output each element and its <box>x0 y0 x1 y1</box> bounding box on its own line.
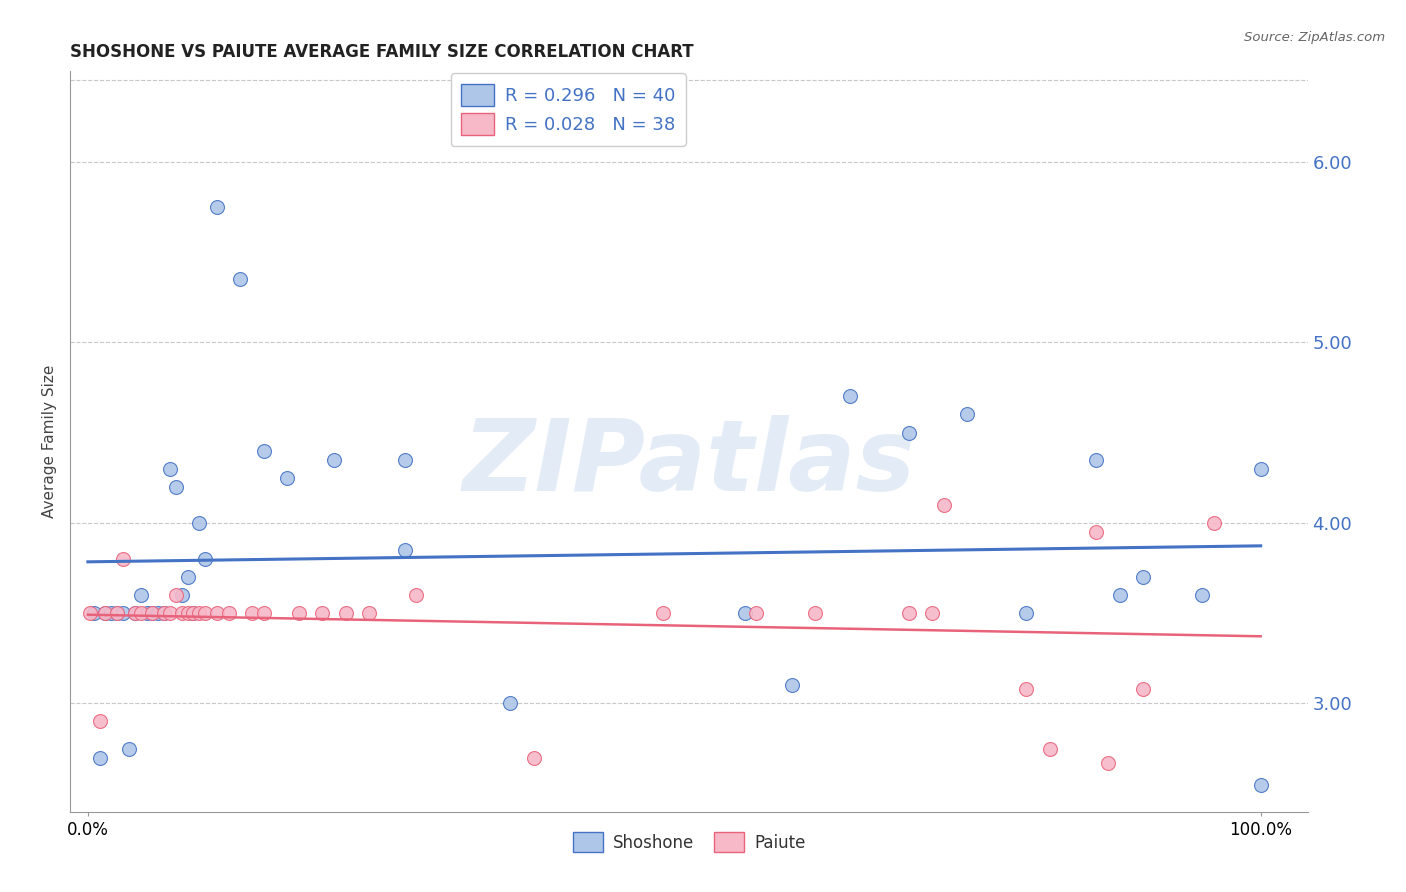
Point <box>897 606 920 620</box>
Point <box>159 461 181 475</box>
Point <box>170 606 193 620</box>
Point <box>176 606 198 620</box>
Point <box>124 606 146 620</box>
Point <box>932 498 955 512</box>
Point <box>804 606 827 620</box>
Point <box>1191 588 1213 602</box>
Point <box>499 697 522 711</box>
Point <box>89 750 111 764</box>
Point <box>83 606 105 620</box>
Point <box>839 389 862 403</box>
Point <box>1015 606 1038 620</box>
Point <box>1015 681 1038 696</box>
Point <box>105 606 128 620</box>
Point <box>1202 516 1225 530</box>
Point <box>1085 452 1108 467</box>
Point <box>921 606 943 620</box>
Point <box>205 606 228 620</box>
Point <box>153 606 176 620</box>
Point <box>405 588 427 602</box>
Point <box>176 570 198 584</box>
Point <box>141 606 163 620</box>
Text: ZIPatlas: ZIPatlas <box>463 416 915 512</box>
Point <box>1097 756 1119 770</box>
Point <box>253 443 276 458</box>
Point <box>129 606 152 620</box>
Legend: Shoshone, Paiute: Shoshone, Paiute <box>567 825 811 859</box>
Point <box>335 606 357 620</box>
Point <box>522 750 544 764</box>
Text: SHOSHONE VS PAIUTE AVERAGE FAMILY SIZE CORRELATION CHART: SHOSHONE VS PAIUTE AVERAGE FAMILY SIZE C… <box>70 44 695 62</box>
Point <box>240 606 263 620</box>
Point <box>148 606 170 620</box>
Point <box>165 588 187 602</box>
Point <box>79 606 101 620</box>
Point <box>112 552 135 566</box>
Text: Source: ZipAtlas.com: Source: ZipAtlas.com <box>1244 31 1385 45</box>
Point <box>734 606 756 620</box>
Point <box>288 606 311 620</box>
Point <box>94 606 117 620</box>
Point <box>194 606 217 620</box>
Point <box>100 606 122 620</box>
Point <box>94 606 117 620</box>
Point <box>1250 461 1272 475</box>
Point <box>1038 741 1060 756</box>
Point <box>141 606 163 620</box>
Point <box>194 552 217 566</box>
Y-axis label: Average Family Size: Average Family Size <box>42 365 58 518</box>
Point <box>218 606 240 620</box>
Point <box>129 588 152 602</box>
Point <box>183 606 205 620</box>
Point <box>1132 681 1154 696</box>
Point <box>1250 778 1272 792</box>
Point <box>153 606 176 620</box>
Point <box>105 606 128 620</box>
Point <box>188 606 211 620</box>
Point <box>1132 570 1154 584</box>
Point <box>394 452 416 467</box>
Point <box>276 470 298 484</box>
Point <box>897 425 920 440</box>
Point <box>89 714 111 729</box>
Point <box>170 588 193 602</box>
Point <box>1109 588 1132 602</box>
Point <box>124 606 146 620</box>
Point <box>323 452 346 467</box>
Point <box>118 741 141 756</box>
Point <box>229 272 252 286</box>
Point <box>745 606 768 620</box>
Point <box>183 606 205 620</box>
Point <box>205 200 228 214</box>
Point <box>188 516 211 530</box>
Point <box>780 678 803 692</box>
Point <box>112 606 135 620</box>
Point <box>311 606 333 620</box>
Point <box>159 606 181 620</box>
Point <box>359 606 381 620</box>
Point <box>135 606 157 620</box>
Point <box>1085 524 1108 539</box>
Point <box>394 542 416 557</box>
Point <box>165 480 187 494</box>
Point <box>253 606 276 620</box>
Point <box>651 606 673 620</box>
Point <box>956 408 979 422</box>
